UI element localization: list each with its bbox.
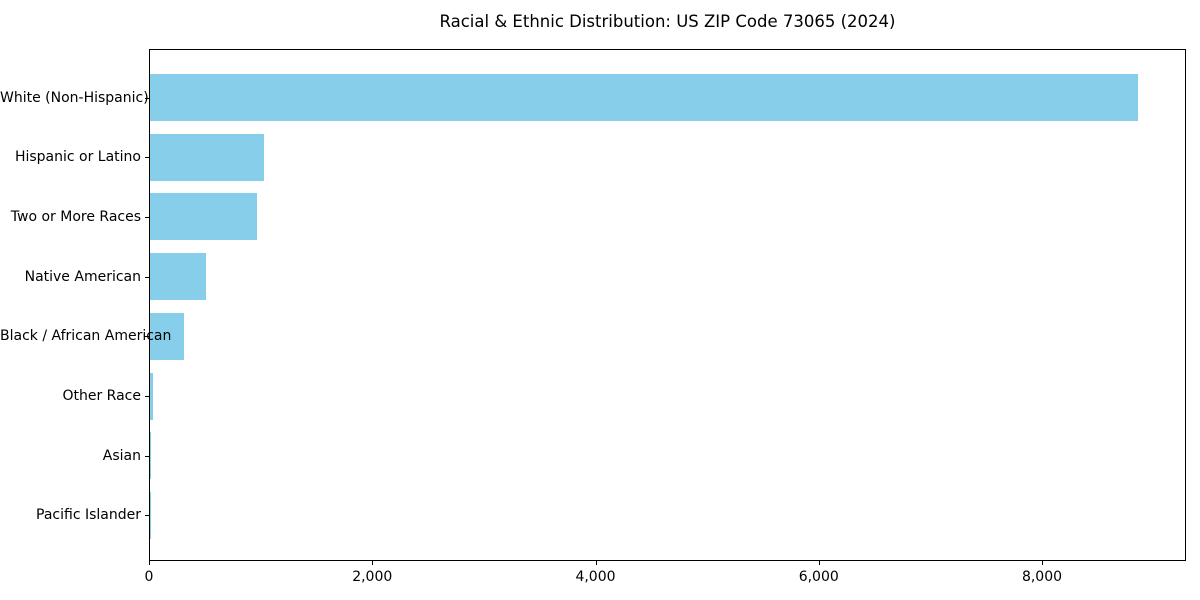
x-tick-label: 8,000 — [1021, 569, 1063, 585]
y-tick-label: Other Race — [62, 388, 141, 404]
y-tick-label: Two or More Races — [10, 208, 141, 225]
y-tick-mark — [145, 216, 149, 218]
plot-area — [149, 49, 1186, 561]
y-tick-label: Asian — [102, 447, 141, 464]
x-tick-label: 0 — [144, 569, 154, 585]
x-tick-label: 4,000 — [575, 569, 616, 585]
y-tick-label: Native American — [24, 268, 141, 285]
x-tick-mark — [149, 561, 150, 565]
bar-native-american — [150, 253, 206, 301]
y-tick-mark — [145, 396, 149, 397]
x-tick-mark — [1042, 561, 1043, 565]
y-tick-mark — [145, 455, 149, 457]
y-tick-label: Pacific Islander — [36, 507, 141, 524]
y-tick-label: Black / African American — [0, 328, 172, 345]
bar-two-or-more-races — [150, 193, 257, 241]
bar-hispanic-or-latino — [150, 133, 265, 181]
x-tick-label: 2,000 — [352, 569, 393, 585]
bar-black-african-american — [150, 312, 185, 360]
x-tick-mark — [818, 561, 820, 565]
y-tick-label: Hispanic or Latino — [14, 149, 141, 166]
y-tick-mark — [145, 336, 149, 338]
bar-other-race — [150, 372, 154, 420]
chart-title: Racial & Ethnic Distribution: US ZIP Cod… — [439, 12, 896, 31]
y-tick-label: White (Non-Hispanic) — [0, 89, 149, 106]
bar-asian — [150, 432, 152, 480]
y-tick-mark — [145, 157, 149, 159]
y-tick-mark — [145, 276, 149, 278]
y-tick-mark — [145, 515, 149, 517]
bar-white-non-hispanic — [150, 74, 1138, 121]
x-tick-mark — [595, 561, 597, 565]
y-tick-mark — [145, 97, 149, 99]
x-tick-mark — [372, 561, 374, 565]
x-tick-label: 6,000 — [798, 569, 839, 585]
